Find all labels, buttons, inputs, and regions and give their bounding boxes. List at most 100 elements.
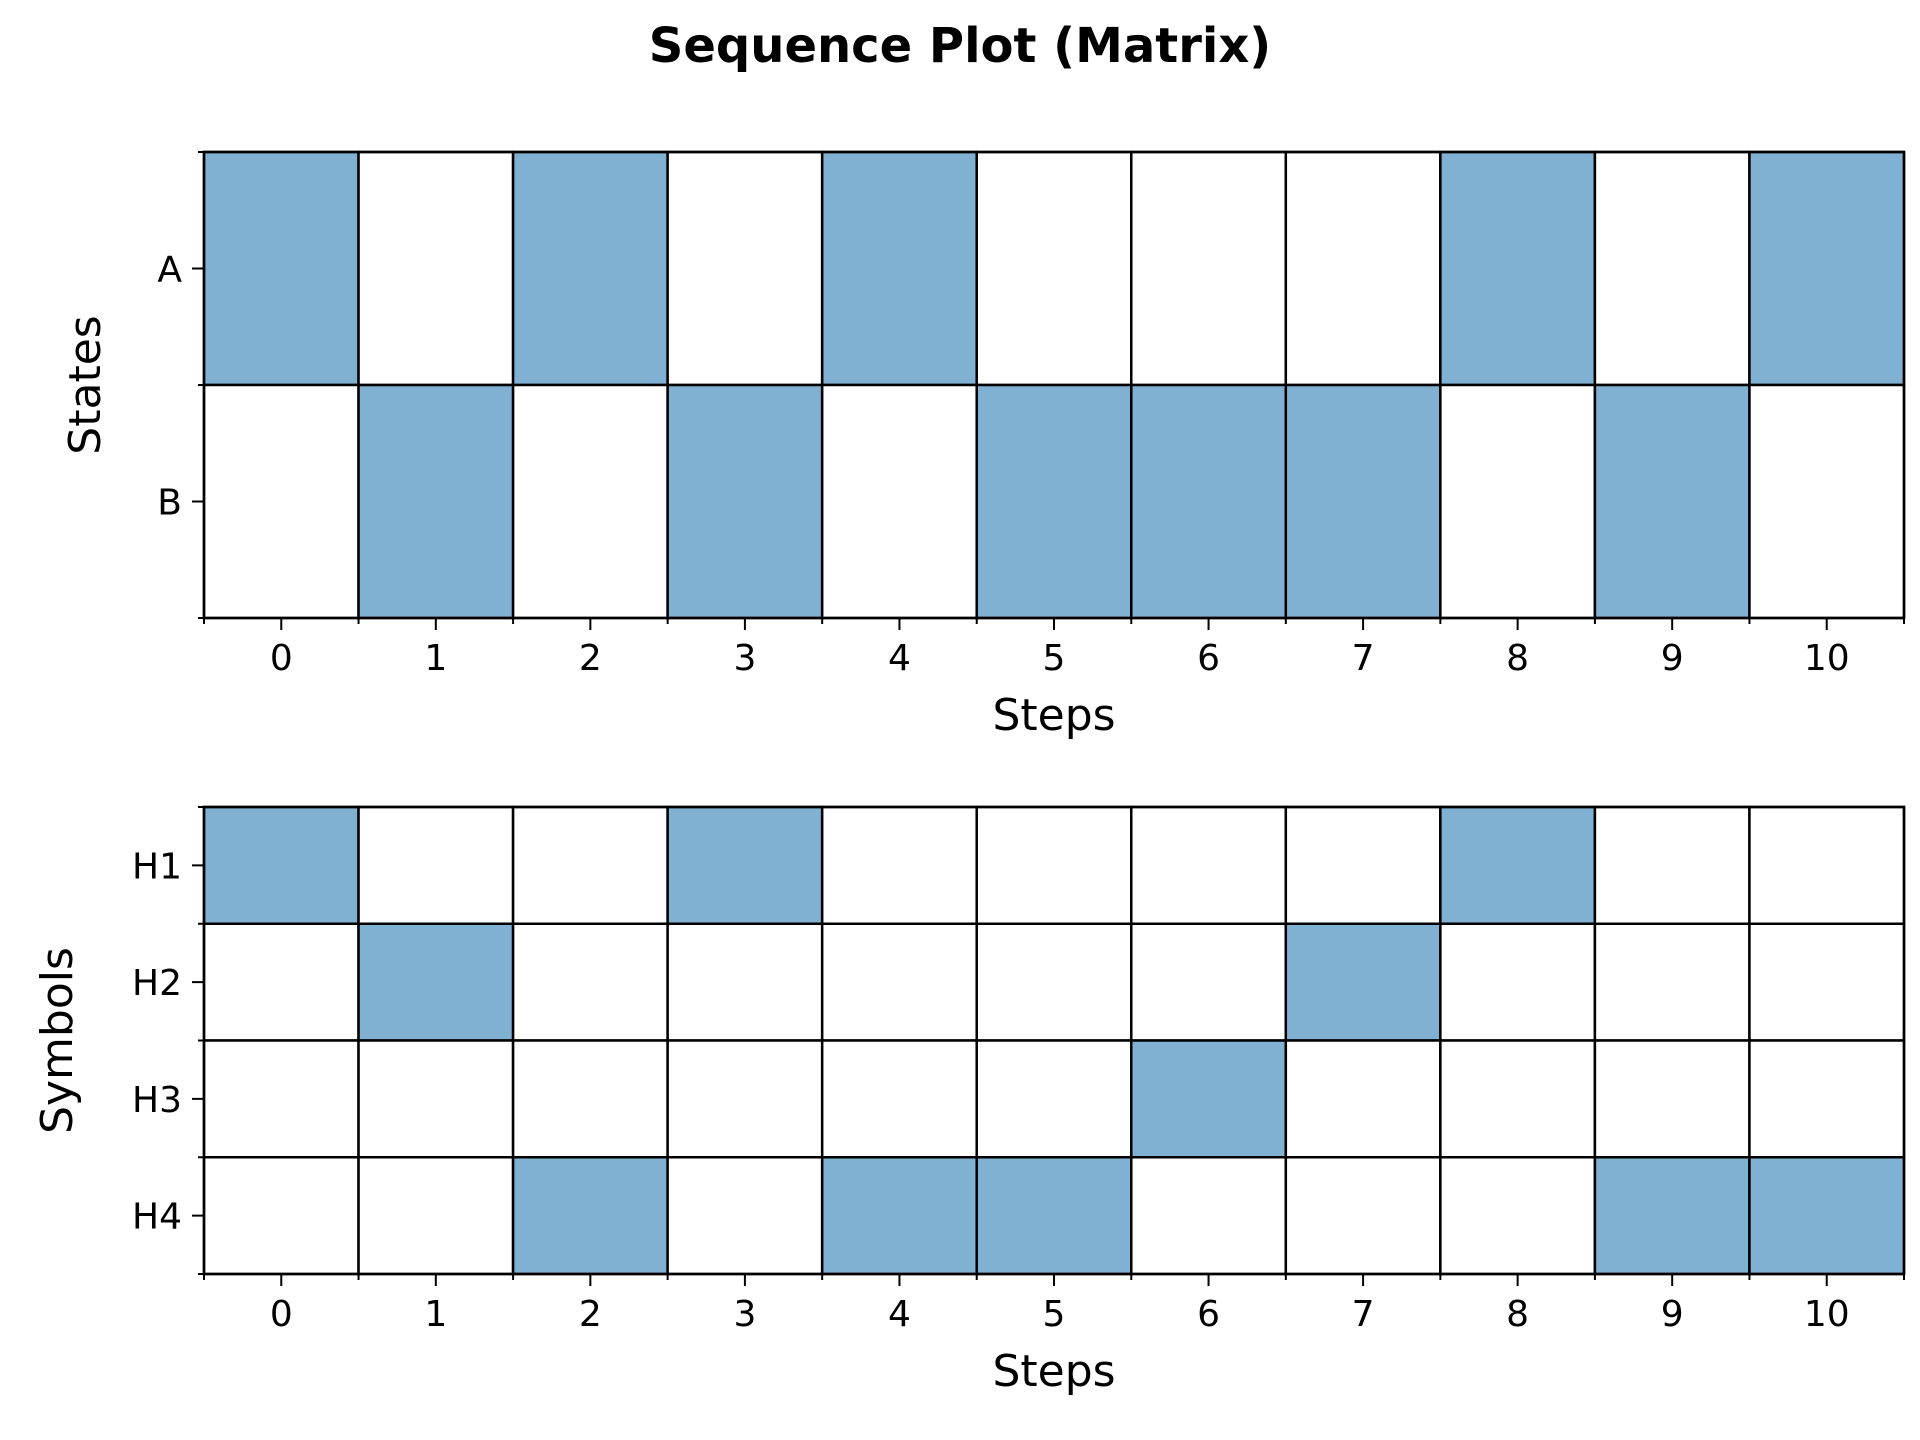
- x-tick-label: 10: [1804, 1294, 1850, 1335]
- cell-empty: [666, 150, 824, 387]
- y-tick-label: H3: [132, 1080, 182, 1121]
- cell-empty: [1284, 1156, 1442, 1276]
- cell-empty: [202, 1156, 360, 1276]
- x-tick-label: 7: [1352, 1294, 1375, 1335]
- x-tick-label: 0: [270, 638, 293, 679]
- cell-empty: [1593, 150, 1751, 387]
- cell-filled: [1439, 150, 1597, 387]
- y-axis-label: States: [60, 315, 111, 454]
- cell-filled: [1130, 383, 1288, 620]
- cell-empty: [202, 1039, 360, 1159]
- y-axis-label: Symbols: [32, 947, 83, 1134]
- cell-empty: [975, 805, 1133, 925]
- x-tick-label: 2: [579, 638, 602, 679]
- cell-empty: [1593, 1039, 1751, 1159]
- cell-filled: [1439, 805, 1597, 925]
- cell-empty: [1284, 150, 1442, 387]
- x-tick-label: 1: [424, 638, 447, 679]
- cell-empty: [1130, 805, 1288, 925]
- cell-empty: [1748, 1039, 1906, 1159]
- cell-empty: [511, 383, 669, 620]
- y-tick-label: H2: [132, 963, 182, 1004]
- panel-states: 0 1 2 3 4 5 6 7 8 9 10 A B Steps States: [60, 150, 1906, 741]
- cell-empty: [666, 1156, 824, 1276]
- cell-filled: [1284, 922, 1442, 1042]
- cell-empty: [1593, 805, 1751, 925]
- cell-empty: [511, 805, 669, 925]
- cell-filled: [1593, 383, 1751, 620]
- x-tick-label: 0: [270, 1294, 293, 1335]
- x-tick-label: 8: [1506, 1294, 1529, 1335]
- cell-empty: [1439, 1156, 1597, 1276]
- cell-filled: [1748, 150, 1906, 387]
- x-tick-label: 4: [888, 638, 911, 679]
- cell-empty: [666, 922, 824, 1042]
- x-tick-label: 9: [1661, 638, 1684, 679]
- cell-filled: [820, 150, 978, 387]
- y-tick-label: H4: [132, 1197, 182, 1238]
- cell-empty: [357, 805, 515, 925]
- cell-empty: [357, 150, 515, 387]
- figure-title: Sequence Plot (Matrix): [648, 18, 1272, 74]
- cell-empty: [666, 1039, 824, 1159]
- cell-filled: [1130, 1039, 1288, 1159]
- cell-empty: [1748, 922, 1906, 1042]
- x-tick-label: 5: [1043, 1294, 1066, 1335]
- cell-empty: [357, 1039, 515, 1159]
- cell-filled: [666, 383, 824, 620]
- cell-empty: [1284, 1039, 1442, 1159]
- cell-empty: [1748, 383, 1906, 620]
- cell-filled: [975, 383, 1133, 620]
- cell-filled: [511, 1156, 669, 1276]
- x-tick-label: 9: [1661, 1294, 1684, 1335]
- cell-filled: [357, 383, 515, 620]
- y-tick-label: A: [157, 250, 182, 291]
- y-tick-label: B: [157, 483, 182, 524]
- cell-empty: [1284, 805, 1442, 925]
- x-tick-label: 6: [1197, 1294, 1220, 1335]
- cell-empty: [357, 1156, 515, 1276]
- x-tick-label: 2: [579, 1294, 602, 1335]
- cell-empty: [511, 922, 669, 1042]
- cell-empty: [202, 383, 360, 620]
- cell-empty: [975, 150, 1133, 387]
- cell-filled: [1748, 1156, 1906, 1276]
- x-axis-label: Steps: [992, 1346, 1115, 1397]
- x-tick-label: 7: [1352, 638, 1375, 679]
- cell-empty: [975, 1039, 1133, 1159]
- x-axis-label: Steps: [992, 690, 1115, 741]
- cell-empty: [820, 922, 978, 1042]
- cell-filled: [357, 922, 515, 1042]
- cell-filled: [202, 150, 360, 387]
- cell-filled: [1593, 1156, 1751, 1276]
- cell-empty: [820, 383, 978, 620]
- cell-filled: [666, 805, 824, 925]
- x-tick-label: 6: [1197, 638, 1220, 679]
- x-tick-label: 3: [733, 638, 756, 679]
- x-tick-label: 4: [888, 1294, 911, 1335]
- cell-empty: [1593, 922, 1751, 1042]
- cell-empty: [202, 922, 360, 1042]
- y-tick-label: H1: [132, 846, 182, 887]
- x-tick-label: 1: [424, 1294, 447, 1335]
- cell-empty: [1439, 1039, 1597, 1159]
- cell-filled: [511, 150, 669, 387]
- cell-empty: [1439, 383, 1597, 620]
- x-tick-label: 5: [1043, 638, 1066, 679]
- cell-empty: [1130, 922, 1288, 1042]
- cell-filled: [202, 805, 360, 925]
- cell-empty: [1748, 805, 1906, 925]
- cell-filled: [820, 1156, 978, 1276]
- cell-empty: [975, 922, 1133, 1042]
- cell-empty: [1439, 922, 1597, 1042]
- cell-empty: [1130, 1156, 1288, 1276]
- cell-empty: [1130, 150, 1288, 387]
- cell-empty: [511, 1039, 669, 1159]
- x-tick-label: 8: [1506, 638, 1529, 679]
- x-tick-label: 3: [733, 1294, 756, 1335]
- x-tick-label: 10: [1804, 638, 1850, 679]
- cell-empty: [820, 1039, 978, 1159]
- cell-filled: [975, 1156, 1133, 1276]
